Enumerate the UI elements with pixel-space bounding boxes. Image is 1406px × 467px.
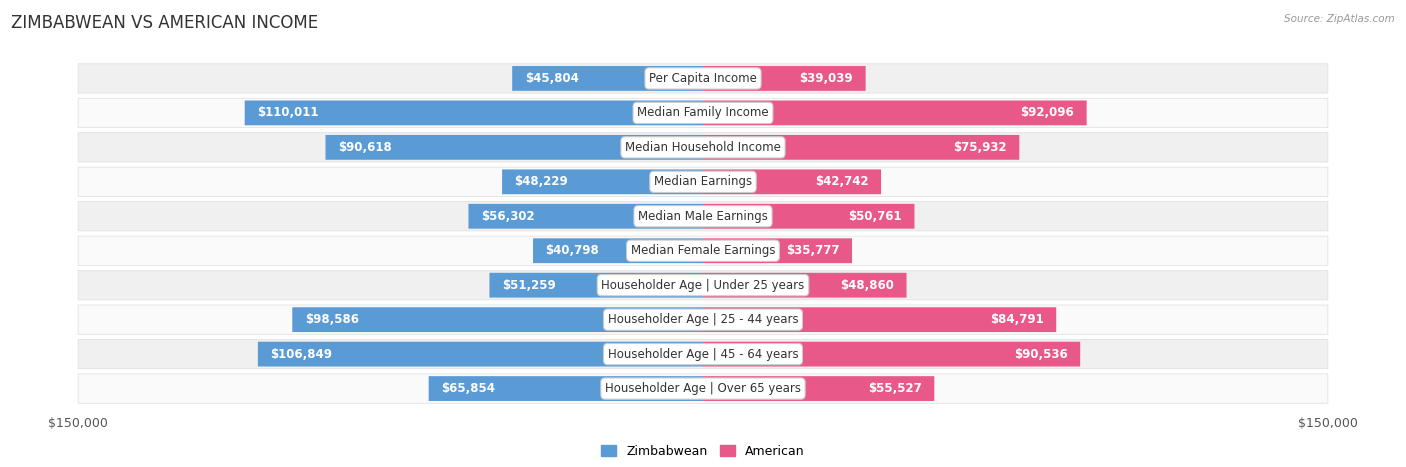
FancyBboxPatch shape <box>79 167 1327 197</box>
FancyBboxPatch shape <box>79 202 1327 231</box>
Text: Source: ZipAtlas.com: Source: ZipAtlas.com <box>1284 14 1395 24</box>
FancyBboxPatch shape <box>79 133 1327 162</box>
Text: $48,860: $48,860 <box>841 279 894 292</box>
FancyBboxPatch shape <box>703 376 935 401</box>
FancyBboxPatch shape <box>79 374 1327 403</box>
FancyBboxPatch shape <box>79 305 1327 334</box>
Text: $48,229: $48,229 <box>515 175 568 188</box>
Text: $90,618: $90,618 <box>337 141 392 154</box>
Text: $75,932: $75,932 <box>953 141 1007 154</box>
Text: Householder Age | Under 25 years: Householder Age | Under 25 years <box>602 279 804 292</box>
Text: $56,302: $56,302 <box>481 210 534 223</box>
FancyBboxPatch shape <box>703 170 882 194</box>
Text: $35,777: $35,777 <box>786 244 839 257</box>
Text: $55,527: $55,527 <box>868 382 922 395</box>
Text: $50,761: $50,761 <box>848 210 903 223</box>
Text: $51,259: $51,259 <box>502 279 555 292</box>
Text: Median Female Earnings: Median Female Earnings <box>631 244 775 257</box>
Text: $45,804: $45,804 <box>524 72 578 85</box>
Text: Per Capita Income: Per Capita Income <box>650 72 756 85</box>
Text: $39,039: $39,039 <box>800 72 853 85</box>
FancyBboxPatch shape <box>512 66 703 91</box>
FancyBboxPatch shape <box>703 135 1019 160</box>
FancyBboxPatch shape <box>703 66 866 91</box>
FancyBboxPatch shape <box>703 100 1087 125</box>
Text: $98,586: $98,586 <box>305 313 359 326</box>
FancyBboxPatch shape <box>79 64 1327 93</box>
FancyBboxPatch shape <box>79 236 1327 265</box>
Text: $92,096: $92,096 <box>1021 106 1074 120</box>
Text: $90,536: $90,536 <box>1014 347 1067 361</box>
Text: Householder Age | 25 - 44 years: Householder Age | 25 - 44 years <box>607 313 799 326</box>
FancyBboxPatch shape <box>468 204 703 229</box>
FancyBboxPatch shape <box>703 204 914 229</box>
Text: $110,011: $110,011 <box>257 106 319 120</box>
Text: $42,742: $42,742 <box>815 175 869 188</box>
FancyBboxPatch shape <box>429 376 703 401</box>
Text: Median Earnings: Median Earnings <box>654 175 752 188</box>
FancyBboxPatch shape <box>79 270 1327 300</box>
Text: $106,849: $106,849 <box>270 347 332 361</box>
FancyBboxPatch shape <box>292 307 703 332</box>
Text: $65,854: $65,854 <box>441 382 495 395</box>
FancyBboxPatch shape <box>326 135 703 160</box>
FancyBboxPatch shape <box>489 273 703 297</box>
FancyBboxPatch shape <box>533 238 703 263</box>
Text: ZIMBABWEAN VS AMERICAN INCOME: ZIMBABWEAN VS AMERICAN INCOME <box>11 14 318 32</box>
Text: Householder Age | Over 65 years: Householder Age | Over 65 years <box>605 382 801 395</box>
Text: Median Male Earnings: Median Male Earnings <box>638 210 768 223</box>
Legend: Zimbabwean, American: Zimbabwean, American <box>602 445 804 458</box>
FancyBboxPatch shape <box>703 273 907 297</box>
FancyBboxPatch shape <box>79 98 1327 127</box>
FancyBboxPatch shape <box>257 342 703 367</box>
Text: Median Household Income: Median Household Income <box>626 141 780 154</box>
FancyBboxPatch shape <box>703 238 852 263</box>
Text: Median Family Income: Median Family Income <box>637 106 769 120</box>
FancyBboxPatch shape <box>502 170 703 194</box>
Text: Householder Age | 45 - 64 years: Householder Age | 45 - 64 years <box>607 347 799 361</box>
FancyBboxPatch shape <box>703 307 1056 332</box>
FancyBboxPatch shape <box>79 340 1327 369</box>
FancyBboxPatch shape <box>703 342 1080 367</box>
Text: $40,798: $40,798 <box>546 244 599 257</box>
Text: $84,791: $84,791 <box>990 313 1043 326</box>
FancyBboxPatch shape <box>245 100 703 125</box>
